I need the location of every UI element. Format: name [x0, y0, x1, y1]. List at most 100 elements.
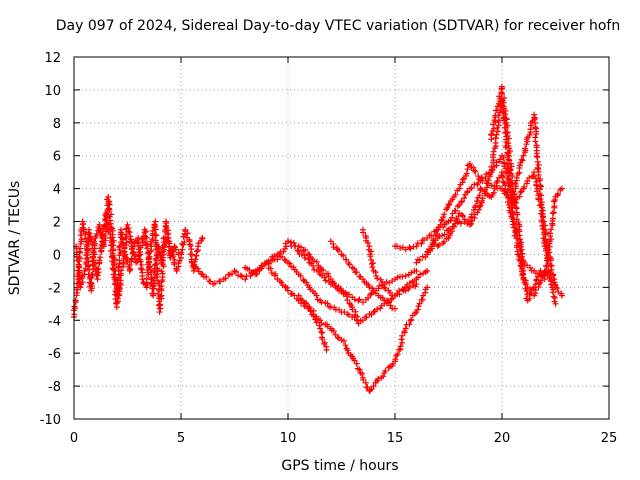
data-point-track-n	[502, 111, 509, 118]
data-point-track-a	[96, 225, 103, 232]
data-point-track-i	[396, 291, 403, 298]
data-point-track-k	[494, 124, 501, 131]
data-point-track-l	[444, 204, 451, 211]
data-point-track-b	[97, 254, 104, 261]
data-point-track-i	[370, 260, 377, 267]
data-point-track-j	[524, 178, 531, 185]
data-point-track-k	[485, 177, 492, 184]
data-point-track-c	[359, 299, 366, 306]
data-point-track-g	[382, 367, 389, 374]
data-point-track-a	[156, 301, 163, 308]
data-point-track-j	[397, 245, 404, 252]
y-tick-label: 2	[53, 216, 61, 231]
data-point-track-l	[535, 162, 542, 169]
data-point-track-b	[96, 257, 103, 264]
data-point-track-b	[75, 270, 82, 277]
data-point-track-a	[171, 261, 178, 268]
data-point-track-k	[549, 210, 556, 217]
data-point-track-d	[286, 260, 293, 267]
data-point-track-c	[294, 247, 301, 254]
data-point-track-g	[295, 292, 302, 299]
data-point-track-c	[194, 265, 201, 272]
data-point-track-l	[519, 157, 526, 164]
data-point-track-b	[100, 223, 107, 230]
data-point-track-n	[515, 218, 522, 225]
data-point-track-n	[512, 204, 519, 211]
data-point-track-g	[318, 320, 325, 327]
data-point-track-l	[497, 156, 504, 163]
data-point-track-d	[370, 309, 377, 316]
data-point-track-b	[152, 271, 159, 278]
data-point-track-m	[551, 281, 558, 288]
data-point-track-b	[127, 233, 134, 240]
data-point-track-m	[510, 224, 517, 231]
data-point-track-a	[193, 252, 200, 259]
data-point-track-m	[450, 223, 457, 230]
data-point-track-j	[468, 185, 475, 192]
data-point-track-i	[368, 248, 375, 255]
data-point-track-b	[167, 254, 174, 261]
data-point-track-j	[448, 214, 455, 221]
data-point-track-l	[452, 191, 459, 198]
data-point-track-f	[355, 320, 362, 327]
data-point-track-n	[503, 130, 510, 137]
data-point-track-k	[457, 220, 464, 227]
data-point-track-f	[287, 239, 294, 246]
data-point-track-l	[543, 257, 550, 264]
data-point-track-b	[142, 228, 149, 235]
data-point-track-l	[538, 201, 545, 208]
data-point-track-m	[504, 199, 511, 206]
data-point-track-c	[322, 277, 329, 284]
data-point-track-l	[523, 141, 530, 148]
data-point-track-k	[524, 262, 531, 269]
data-point-track-a	[190, 267, 197, 274]
data-point-track-k	[549, 215, 556, 222]
data-point-track-b	[145, 250, 152, 257]
data-point-track-l	[539, 222, 546, 229]
data-point-track-n	[504, 132, 511, 139]
data-point-track-m	[552, 284, 559, 291]
data-point-track-b	[101, 222, 108, 229]
data-point-track-m	[434, 243, 441, 250]
data-point-track-b	[151, 265, 158, 272]
data-point-track-j	[459, 198, 466, 205]
data-point-track-g	[351, 357, 358, 364]
y-tick-label: -10	[40, 413, 61, 428]
data-point-track-n	[518, 253, 525, 260]
data-point-track-a	[199, 235, 206, 241]
data-point-track-l	[532, 124, 539, 131]
data-point-track-e	[313, 319, 320, 326]
data-point-track-c	[211, 280, 218, 287]
data-point-track-m	[476, 192, 483, 199]
data-point-track-n	[490, 125, 497, 132]
data-point-track-m	[441, 238, 448, 245]
data-point-track-j	[452, 207, 459, 214]
data-point-track-b	[74, 267, 81, 274]
data-point-track-m	[507, 209, 514, 216]
data-point-track-f	[340, 291, 347, 298]
data-point-track-a	[114, 295, 121, 302]
data-point-track-i	[413, 281, 420, 288]
data-point-track-c	[321, 274, 328, 281]
data-point-track-b	[94, 266, 101, 273]
data-point-track-a	[152, 226, 159, 233]
data-point-track-h	[330, 244, 337, 251]
data-point-track-k	[558, 185, 565, 192]
data-point-track-h	[386, 299, 393, 306]
data-point-track-c	[203, 273, 210, 280]
data-point-track-h	[340, 252, 347, 259]
data-point-track-b	[145, 259, 152, 266]
data-point-track-d	[281, 256, 288, 263]
data-point-track-j	[516, 193, 523, 200]
data-point-track-a	[181, 239, 188, 246]
data-point-track-f	[297, 244, 304, 251]
data-point-track-l	[493, 159, 500, 166]
y-tick-label: 4	[53, 183, 61, 198]
y-tick-label: 10	[44, 84, 61, 99]
data-point-track-l	[477, 177, 484, 184]
data-point-track-n	[531, 284, 538, 291]
data-point-track-k	[551, 203, 558, 210]
data-point-track-c	[355, 297, 362, 304]
data-point-track-d	[267, 257, 274, 264]
data-point-track-j	[514, 194, 521, 201]
